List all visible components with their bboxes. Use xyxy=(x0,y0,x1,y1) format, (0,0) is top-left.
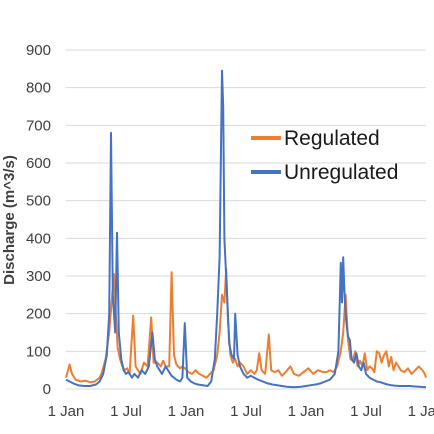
series-line-unregulated xyxy=(65,69,426,389)
y-tick-label: 100 xyxy=(26,343,51,360)
legend-label-regulated: Regulated xyxy=(284,127,380,150)
y-tick-label: 800 xyxy=(26,80,51,97)
y-tick-label: 900 xyxy=(26,42,51,59)
y-tick-label: 500 xyxy=(26,193,51,210)
x-tick-label: 1 Jan xyxy=(48,403,85,420)
legend: Regulated Unregulated xyxy=(251,127,398,184)
x-tick-label: 1 Jan xyxy=(288,403,325,420)
y-axis-label: Discharge (m^3/s) xyxy=(1,155,18,285)
x-tick-label: 1 Jan xyxy=(408,403,434,420)
x-tick-label: 1 Jul xyxy=(110,403,142,420)
y-tick-labels: 0 100 200 300 400 500 600 700 800 900 xyxy=(26,42,51,398)
y-tick-label: 700 xyxy=(26,117,51,134)
y-tick-label: 200 xyxy=(26,306,51,323)
y-tick-label: 400 xyxy=(26,230,51,247)
y-tick-label: 300 xyxy=(26,268,51,285)
y-tick-label: 0 xyxy=(43,381,51,398)
x-tick-label: 1 Jul xyxy=(350,403,382,420)
series-line-regulated xyxy=(65,267,427,384)
series-lines xyxy=(65,69,427,389)
legend-label-unregulated: Unregulated xyxy=(284,161,398,184)
x-tick-labels: 1 Jan 1 Jul 1 Jan 1 Jul 1 Jan 1 Jul 1 Jan xyxy=(48,403,434,420)
grid-lines xyxy=(66,49,426,390)
x-tick-label: 1 Jan xyxy=(168,403,205,420)
x-tick-label: 1 Jul xyxy=(230,403,262,420)
y-tick-label: 600 xyxy=(26,155,51,172)
